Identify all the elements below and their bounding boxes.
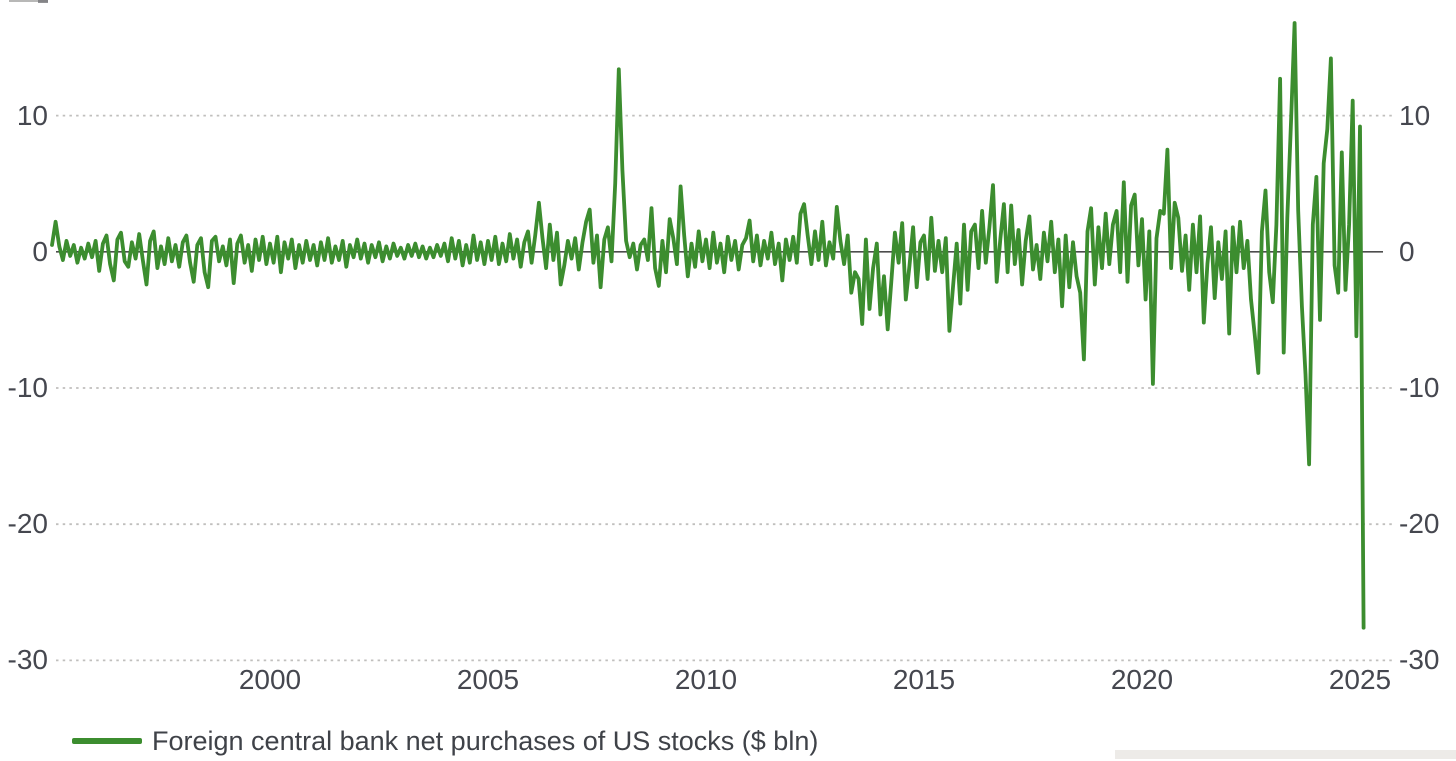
cropped-bottom-fragment: [1115, 750, 1456, 759]
y-axis-label-left--20: -20: [7, 508, 48, 540]
legend-line-swatch: [72, 738, 142, 744]
x-axis-label-2015: 2015: [892, 664, 956, 695]
cropped-top-fragment-dark: [38, 0, 48, 3]
y-axis-label-right-0: 0: [1399, 235, 1415, 267]
x-axis-label-2000: 2000: [238, 664, 302, 695]
x-axis-label-2010: 2010: [674, 664, 738, 695]
y-axis-label-right-10: 10: [1399, 99, 1431, 131]
chart-legend: Foreign central bank net purchases of US…: [72, 725, 818, 757]
x-axis-label-2005: 2005: [456, 664, 520, 695]
y-axis-label-right--20: -20: [1399, 508, 1440, 540]
y-axis-label-right--10: -10: [1399, 372, 1440, 403]
y-axis-label-left-10: 10: [16, 99, 48, 131]
y-axis-label-right--30: -30: [1399, 644, 1440, 676]
series-line: [50, 21, 1366, 630]
cropped-top-fragment: [9, 0, 48, 2]
y-axis-label-left--30: -30: [7, 644, 48, 676]
y-axis-label-left-0: 0: [32, 235, 48, 267]
y-axis-label-left--10: -10: [7, 372, 48, 403]
legend-label: Foreign central bank net purchases of US…: [152, 725, 819, 756]
x-axis-label-2025: 2025: [1328, 664, 1392, 695]
x-axis-label-2020: 2020: [1110, 664, 1174, 695]
